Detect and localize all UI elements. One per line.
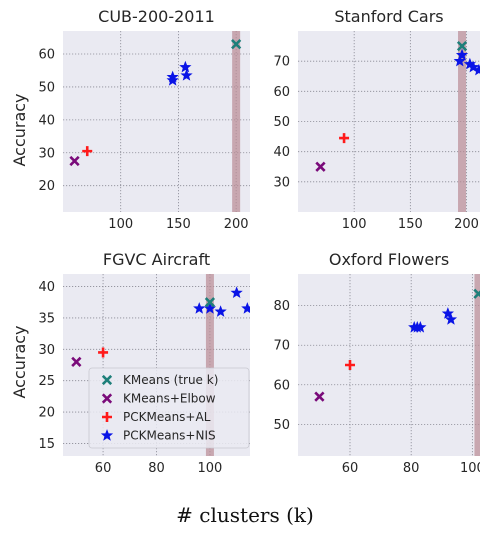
y-tick-label: 60 xyxy=(273,378,290,393)
pckmeans-al-point xyxy=(345,360,355,370)
y-tick-label: 30 xyxy=(38,343,55,358)
legend-label-pckmeans-nis: PCKMeans+NIS xyxy=(123,429,216,443)
y-tick-label: 50 xyxy=(38,80,55,95)
x-tick-label: 200 xyxy=(224,217,249,232)
pckmeans-nis-point xyxy=(203,302,217,314)
x-tick-label: 100 xyxy=(460,461,480,476)
y-tick-label: 60 xyxy=(273,85,290,100)
pckmeans-nis-point xyxy=(214,305,227,317)
panel-oxford-flowers: 60 80 100 50 60 70 80 Oxford Flowers xyxy=(273,250,480,476)
y-tick-label: 40 xyxy=(273,145,290,160)
y-tick-label: 25 xyxy=(38,374,55,389)
legend-marker-pckmeans-nis xyxy=(100,429,114,441)
pckmeans-nis-point xyxy=(414,320,427,333)
y-tick-label: 20 xyxy=(38,179,55,194)
y-tick-label: 15 xyxy=(38,437,55,452)
y-axis-label-top: Accuracy xyxy=(10,93,29,166)
y-tick-label: 30 xyxy=(38,146,55,161)
panel-fgvc-aircraft: 60 80 100 15 20 25 30 35 40 FGVC Aircraft KMeans (… xyxy=(38,250,250,476)
pckmeans-al-point xyxy=(82,146,93,157)
pckmeans-al-point xyxy=(98,347,109,358)
y-tick-label: 35 xyxy=(38,311,55,326)
x-tick-label: 80 xyxy=(403,461,420,476)
y-tick-label: 70 xyxy=(273,339,290,354)
kmeans-elbow-point xyxy=(315,161,326,172)
legend-marker-pckmeans-al xyxy=(102,412,112,422)
x-tick-label: 200 xyxy=(454,217,479,232)
pckmeans-nis-point xyxy=(241,302,250,314)
pckmeans-nis-point xyxy=(193,302,206,314)
x-tick-label: 80 xyxy=(148,461,165,476)
legend-box xyxy=(88,367,250,449)
legend-label-kmeans-true-k: KMeans (true k) xyxy=(123,373,218,387)
pckmeans-nis-point xyxy=(444,313,458,325)
pckmeans-nis-point xyxy=(230,286,243,299)
x-tick-label: 150 xyxy=(166,217,191,232)
x-tick-label: 100 xyxy=(198,461,223,476)
true-k-highlight xyxy=(205,274,214,456)
x-tick-label: 100 xyxy=(342,217,367,232)
y-tick-label: 30 xyxy=(273,175,290,190)
kmeans-true-k-point xyxy=(473,288,480,299)
kmeans-elbow-point xyxy=(69,155,80,167)
y-tick-label: 50 xyxy=(273,418,290,433)
y-tick-label: 60 xyxy=(38,48,55,63)
true-k-highlight xyxy=(474,274,480,456)
pckmeans-nis-point xyxy=(455,48,469,61)
plot-area xyxy=(298,274,480,456)
panel-title: Stanford Cars xyxy=(334,7,443,26)
y-tick-label: 20 xyxy=(38,406,55,421)
panel-stanford-cars: 100 150 200 30 40 50 60 70 Stanford Cars xyxy=(273,7,480,232)
pckmeans-nis-point xyxy=(166,73,179,86)
pckmeans-nis-point xyxy=(472,63,480,76)
kmeans-true-k-point xyxy=(204,297,216,308)
x-tick-label: 150 xyxy=(398,217,423,232)
y-tick-label: 40 xyxy=(38,113,55,128)
pckmeans-nis-point xyxy=(467,60,480,73)
legend-label-kmeans-elbow: KMeans+Elbow xyxy=(123,392,216,406)
kmeans-true-k-point xyxy=(456,40,468,52)
pckmeans-al-point xyxy=(339,133,350,144)
x-axis-label: # clusters (k) xyxy=(176,503,314,527)
true-k-highlight xyxy=(232,31,241,212)
y-tick-label: 50 xyxy=(273,115,290,130)
y-tick-label: 80 xyxy=(273,299,290,314)
legend-label-pckmeans-al: PCKMeans+AL xyxy=(123,410,211,424)
x-tick-label: 60 xyxy=(95,461,112,476)
kmeans-true-k-point xyxy=(231,39,242,50)
legend: KMeans (true k) KMeans+Elbow PCKMeans+AL PC… xyxy=(88,367,250,449)
panel-cub-200-2011: 100 150 200 20 30 40 50 60 CUB-200-2011 xyxy=(38,7,250,232)
x-tick-label: 60 xyxy=(342,461,359,476)
kmeans-elbow-point xyxy=(314,391,325,402)
kmeans-elbow-point xyxy=(71,356,82,367)
panel-title: CUB-200-2011 xyxy=(98,7,215,26)
plot-area xyxy=(63,31,250,212)
y-tick-label: 70 xyxy=(273,55,290,70)
legend-marker-kmeans-elbow xyxy=(101,393,113,404)
pckmeans-nis-point xyxy=(180,68,193,81)
pckmeans-nis-point xyxy=(453,54,466,67)
x-tick-label: 100 xyxy=(108,217,133,232)
panel-title: Oxford Flowers xyxy=(329,250,449,269)
panel-title: FGVC Aircraft xyxy=(103,250,210,269)
y-axis-label-bottom: Accuracy xyxy=(10,325,29,398)
y-tick-label: 40 xyxy=(38,280,55,295)
legend-marker-kmeans-true-k xyxy=(101,374,113,386)
true-k-highlight xyxy=(458,31,467,212)
pckmeans-nis-point xyxy=(441,307,455,319)
pckmeans-nis-point xyxy=(179,60,192,73)
